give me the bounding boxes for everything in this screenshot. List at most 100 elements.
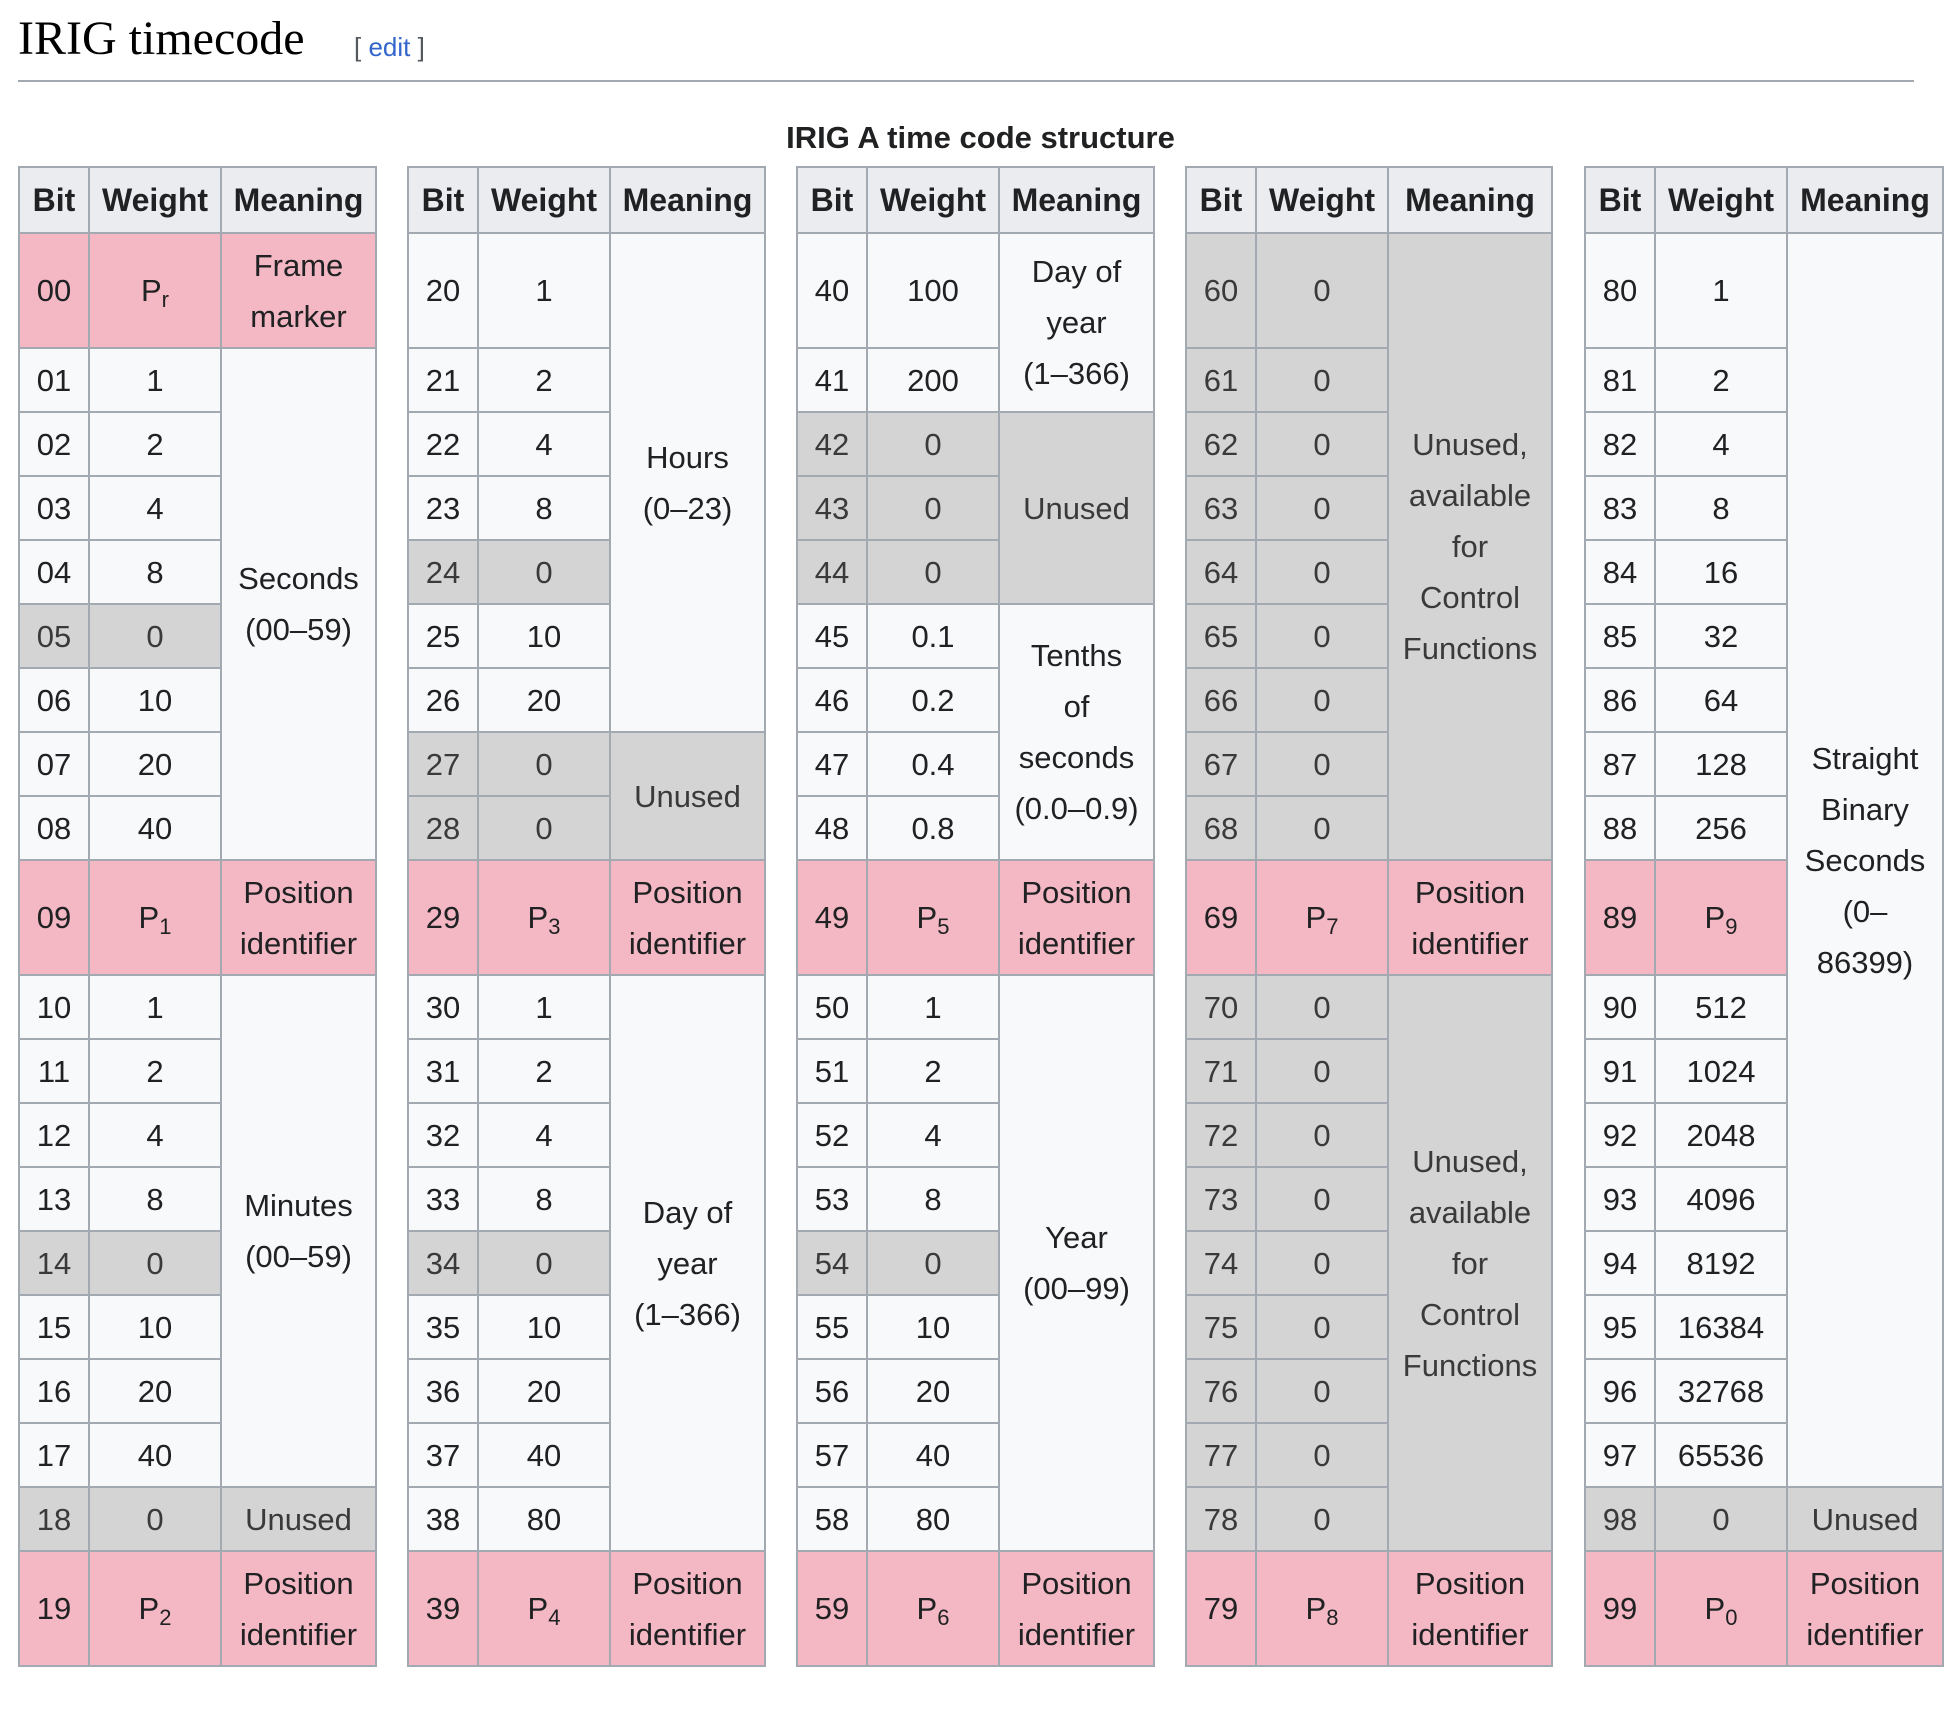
bit-cell: 97 xyxy=(1584,1422,1656,1488)
bit-cell-text: 78 xyxy=(1203,1501,1239,1537)
bit-cell: 43 xyxy=(796,475,868,541)
bit-cell-text: 50 xyxy=(814,989,850,1025)
meaning-header: Meaning xyxy=(220,166,377,234)
bit-header: Bit xyxy=(796,166,868,234)
weight-cell: 4 xyxy=(88,475,222,541)
bit-cell-text: 74 xyxy=(1203,1245,1239,1281)
meaning-cell: Position identifier xyxy=(220,1550,377,1667)
bit-cell: 41 xyxy=(796,347,868,413)
bit-cell-text: 04 xyxy=(36,554,72,590)
bit-cell-text: 40 xyxy=(814,273,850,308)
position-marker-letter: P xyxy=(527,1591,549,1626)
bit-cell: 13 xyxy=(18,1166,90,1232)
weight-cell-text: 0 xyxy=(146,1245,164,1281)
weight-cell-text: 0 xyxy=(1313,426,1331,462)
bit-cell-text: 66 xyxy=(1203,682,1239,718)
weight-cell: 4 xyxy=(1654,411,1788,477)
bit-cell: 99 xyxy=(1584,1550,1656,1667)
weight-cell: 0 xyxy=(1255,1102,1389,1168)
weight-cell-text: Pr xyxy=(141,265,169,316)
weight-cell-text: 16384 xyxy=(1677,1309,1765,1345)
weight-cell: 10 xyxy=(866,1294,1000,1360)
weight-cell-text: 1 xyxy=(146,362,164,398)
weight-cell-text: 0 xyxy=(1313,746,1331,782)
weight-cell: 8 xyxy=(477,475,611,541)
weight-cell-text: 10 xyxy=(915,1309,951,1345)
weight-cell-text: 0 xyxy=(1313,490,1331,526)
weight-cell: 128 xyxy=(1654,731,1788,797)
edit-link[interactable]: edit xyxy=(368,32,411,62)
bit-cell: 59 xyxy=(796,1550,868,1667)
bit-cell: 22 xyxy=(407,411,479,477)
weight-cell: 8 xyxy=(477,1166,611,1232)
meaning-header: Meaning xyxy=(1387,166,1553,234)
weight-cell-text: 10 xyxy=(137,682,173,718)
bit-cell: 56 xyxy=(796,1358,868,1424)
bit-cell-text: 61 xyxy=(1203,362,1239,398)
weight-cell: 0 xyxy=(1255,539,1389,605)
weight-cell: 10 xyxy=(88,1294,222,1360)
bit-cell-text: 21 xyxy=(425,362,461,398)
weight-cell: 16 xyxy=(1654,539,1788,605)
page-title: IRIG timecode xyxy=(18,12,305,65)
bit-header-text: Bit xyxy=(32,181,76,218)
weight-cell: 40 xyxy=(88,1422,222,1488)
weight-cell: 0 xyxy=(477,539,611,605)
bit-cell: 60 xyxy=(1185,232,1257,349)
bit-cell: 55 xyxy=(796,1294,868,1360)
bit-cell: 73 xyxy=(1185,1166,1257,1232)
bit-cell-text: 23 xyxy=(425,490,461,526)
bit-cell-text: 30 xyxy=(425,989,461,1025)
bit-cell: 28 xyxy=(407,795,479,861)
weight-header: Weight xyxy=(1654,166,1788,234)
meaning-cell-text: Unused xyxy=(245,1501,352,1537)
bit-cell: 54 xyxy=(796,1230,868,1296)
bit-cell-text: 34 xyxy=(425,1245,461,1281)
weight-cell-text: 0 xyxy=(1313,1501,1331,1537)
weight-cell: 0 xyxy=(1255,411,1389,477)
weight-cell: 4 xyxy=(866,1102,1000,1168)
bit-cell-text: 99 xyxy=(1602,1591,1638,1626)
bit-cell: 88 xyxy=(1584,795,1656,861)
weight-cell: P2 xyxy=(88,1550,222,1667)
weight-cell-text: 0 xyxy=(1313,1309,1331,1345)
weight-cell-text: 0 xyxy=(535,746,553,782)
bit-cell-text: 26 xyxy=(425,682,461,718)
bit-cell-text: 88 xyxy=(1602,810,1638,846)
weight-cell: 2 xyxy=(477,347,611,413)
weight-cell-text: 20 xyxy=(526,1373,562,1409)
meaning-cell: Unused xyxy=(220,1486,377,1552)
bit-cell: 07 xyxy=(18,731,90,797)
meaning-cell-text: Unused xyxy=(1811,1501,1919,1537)
bit-cell-text: 47 xyxy=(814,746,850,782)
meaning-cell-text: Position identifier xyxy=(1806,1565,1924,1652)
bit-cell: 45 xyxy=(796,603,868,669)
bit-cell: 61 xyxy=(1185,347,1257,413)
bit-cell: 08 xyxy=(18,795,90,861)
bit-header-text: Bit xyxy=(1199,181,1243,218)
weight-cell: 2048 xyxy=(1654,1102,1788,1168)
weight-cell-text: 10 xyxy=(137,1309,173,1345)
weight-cell-text: 0 xyxy=(1712,1501,1730,1537)
bit-cell: 16 xyxy=(18,1358,90,1424)
bit-cell-text: 76 xyxy=(1203,1373,1239,1409)
weight-cell: 2 xyxy=(88,1038,222,1104)
weight-cell-text: 8 xyxy=(535,1181,553,1217)
bit-cell: 18 xyxy=(18,1486,90,1552)
bit-cell: 75 xyxy=(1185,1294,1257,1360)
weight-cell-text: 4 xyxy=(1712,426,1730,462)
bit-cell: 84 xyxy=(1584,539,1656,605)
weight-header-text: Weight xyxy=(879,181,987,218)
bit-cell: 91 xyxy=(1584,1038,1656,1104)
weight-cell: 4 xyxy=(477,1102,611,1168)
weight-cell-text: 32768 xyxy=(1677,1373,1765,1409)
weight-cell: 8 xyxy=(1654,475,1788,541)
bit-cell: 82 xyxy=(1584,411,1656,477)
position-marker-letter: P xyxy=(138,1591,160,1626)
meaning-cell-text: Tenths of seconds (0.0–0.9) xyxy=(1014,638,1139,826)
weight-cell-text: 8192 xyxy=(1686,1245,1756,1281)
bit-cell: 31 xyxy=(407,1038,479,1104)
bit-cell-text: 57 xyxy=(814,1437,850,1473)
weight-cell-text: 32 xyxy=(1703,618,1739,654)
bit-cell-text: 11 xyxy=(37,1053,71,1089)
